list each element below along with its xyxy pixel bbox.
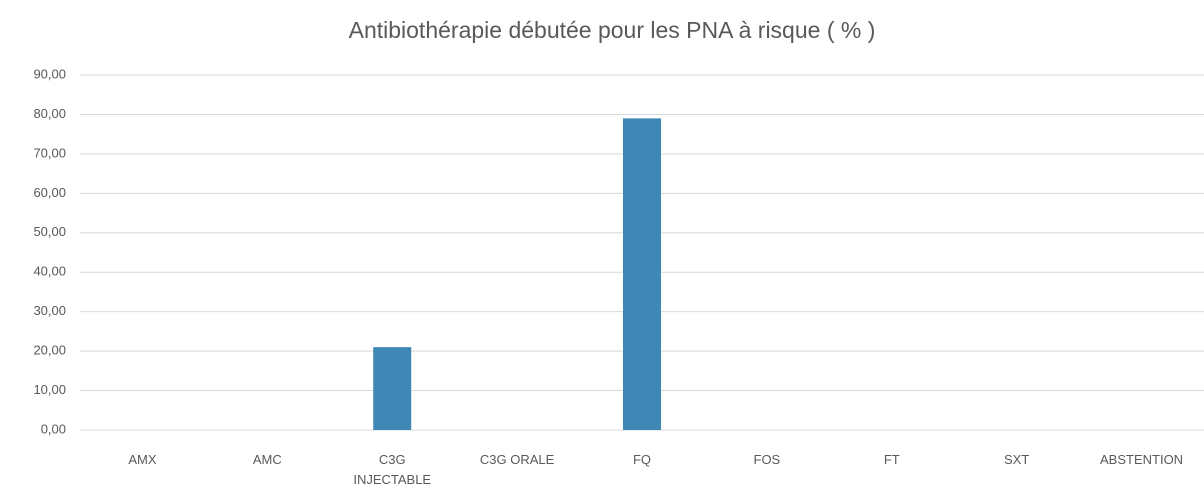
x-tick-label: FQ xyxy=(632,452,652,467)
x-tick-label: FOS xyxy=(753,452,781,467)
y-tick-label: 0,00 xyxy=(41,421,66,436)
y-tick-label: 40,00 xyxy=(33,264,66,279)
chart-title: Antibiothérapie débutée pour les PNA à r… xyxy=(349,17,876,43)
y-tick-label: 30,00 xyxy=(33,303,66,318)
y-tick-label: 70,00 xyxy=(33,145,66,160)
y-tick-label: 10,00 xyxy=(33,382,66,397)
y-tick-label: 60,00 xyxy=(33,185,66,200)
x-tick-label: SXT xyxy=(1004,452,1030,467)
bar xyxy=(373,347,412,430)
bar xyxy=(623,118,661,430)
y-tick-label: 50,00 xyxy=(33,224,66,239)
x-tick-label: C3G INJECTABLE xyxy=(353,452,432,487)
x-tick-label: FT xyxy=(883,452,900,467)
y-tick-label: 20,00 xyxy=(33,343,66,358)
x-tick-label: AMX xyxy=(128,452,157,467)
y-tick-label: 80,00 xyxy=(33,106,66,121)
x-tick-label: ABSTENTION xyxy=(1100,452,1184,467)
x-tick-label: AMC xyxy=(252,452,282,467)
y-tick-label: 90,00 xyxy=(33,66,66,81)
x-tick-label: C3G ORALE xyxy=(479,452,555,467)
